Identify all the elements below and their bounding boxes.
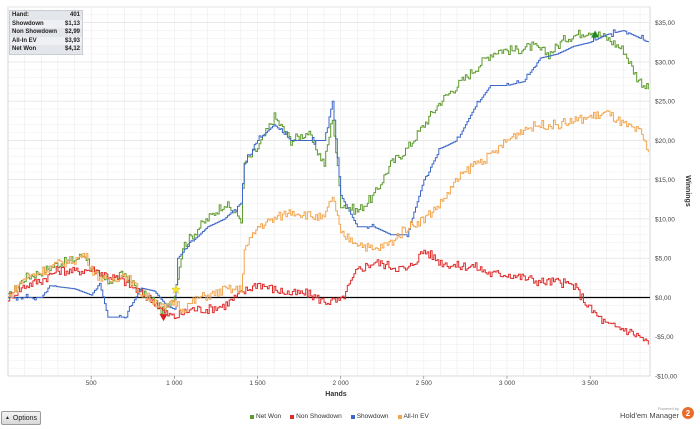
stats-value: $4,12: [64, 46, 80, 52]
plot-area: [7, 6, 651, 377]
red-triangle-down-icon: [159, 314, 168, 322]
options-button-label: Options: [12, 414, 38, 422]
y-tick-label: $25,00: [655, 99, 675, 106]
chart-markers: [159, 30, 600, 322]
legend-swatch: [290, 414, 295, 419]
session-stats-box: Hand: 401 Showdown $1,13 Non Showdown $2,99 Al…: [9, 10, 83, 55]
x-tick-label: 3 500: [582, 380, 599, 387]
hem-logo-icon: 2: [682, 407, 694, 419]
green-triangle-up-icon: [591, 30, 600, 38]
chart-legend: Net Won Non Showdown Showdown All-In EV: [250, 413, 429, 420]
y-axis-title: Winnings: [684, 175, 691, 207]
y-tick-label: $15,00: [655, 177, 675, 184]
stats-label: Net Won: [12, 46, 37, 52]
x-tick-label: 1 000: [166, 380, 183, 387]
stats-row: Hand: 401: [10, 11, 82, 20]
y-tick-label: -$5,00: [655, 334, 674, 341]
legend-item[interactable]: Showdown: [350, 413, 389, 420]
y-tick-label: $20,00: [655, 138, 675, 145]
stats-row: Showdown $1,13: [10, 20, 82, 29]
series-line: [8, 29, 649, 319]
series-line: [8, 110, 649, 313]
x-tick-label: 500: [86, 380, 97, 387]
x-tick-label: 3 000: [499, 380, 516, 387]
legend-item[interactable]: Non Showdown: [290, 413, 342, 420]
powered-by-text: Powered by: [657, 406, 679, 411]
legend-label: Showdown: [356, 413, 389, 420]
y-tick-label: $30,00: [655, 59, 675, 66]
legend-item[interactable]: All-In EV: [397, 413, 429, 420]
x-tick-label: 2 000: [333, 380, 350, 387]
legend-label: Non Showdown: [296, 413, 342, 420]
legend-item[interactable]: Net Won: [250, 413, 281, 420]
stats-value: 401: [69, 12, 80, 18]
legend-swatch: [350, 414, 355, 419]
stats-value: $3,93: [64, 37, 80, 44]
stats-label: Non Showdown: [12, 29, 57, 35]
legend-label: All-In EV: [403, 413, 429, 420]
x-tick-label: 1 500: [249, 380, 266, 387]
chart-series: [8, 29, 649, 345]
y-tick-label: $35,00: [655, 20, 675, 27]
stats-row: Net Won $4,12: [10, 45, 82, 54]
brand-name: Hold'em Manager: [620, 411, 679, 420]
chart-tick-labels: 500 1 000 1 500 2 000 2 500 3 000 3 500 -$10,00…: [86, 20, 678, 387]
stats-row: All-In EV $3,93: [10, 37, 82, 46]
stats-value: $2,99: [64, 29, 80, 35]
y-tick-label: $0,00: [655, 295, 672, 302]
yellow-star-icon: [171, 284, 181, 294]
stats-label: Showdown: [12, 20, 44, 27]
stats-label: All-In EV: [12, 37, 37, 44]
y-tick-label: -$10,00: [655, 373, 677, 380]
series-line: [8, 249, 649, 345]
chart-grid: [7, 6, 651, 377]
stats-label: Hand:: [12, 12, 29, 18]
y-tick-label: $10,00: [655, 216, 675, 223]
x-tick-label: 2 500: [416, 380, 433, 387]
branding: Powered by Hold'em Manager 2: [620, 406, 694, 420]
legend-label: Net Won: [256, 413, 282, 420]
y-tick-label: $5,00: [655, 256, 672, 263]
legend-swatch: [250, 414, 254, 419]
stats-row: Non Showdown $2,99: [10, 28, 82, 37]
triangle-up-icon: ▲: [4, 415, 10, 421]
stats-value: $1,13: [64, 20, 80, 27]
legend-swatch: [397, 414, 402, 419]
x-axis-title: Hands: [325, 391, 347, 398]
options-button[interactable]: ▲ Options: [1, 411, 41, 425]
